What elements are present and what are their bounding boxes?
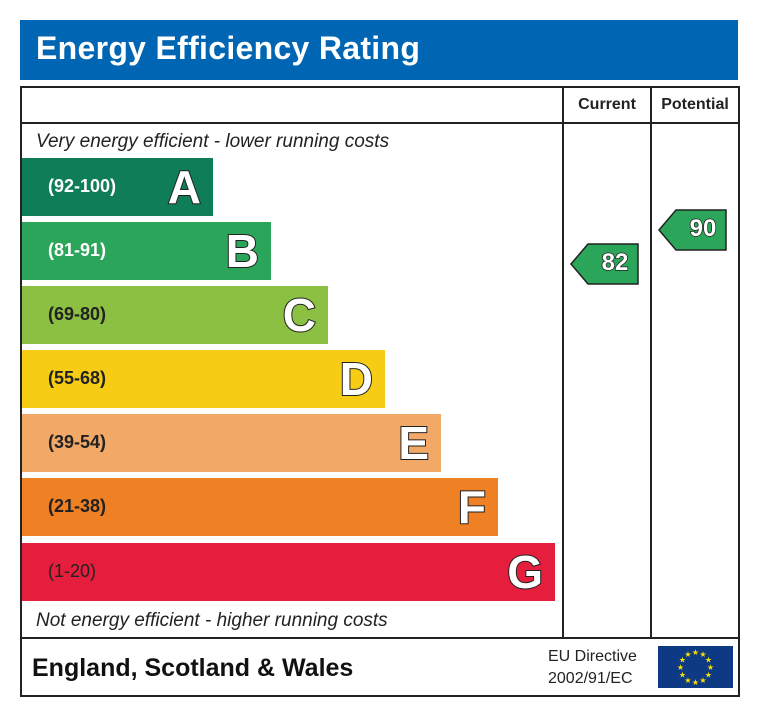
directive-label: EU Directive: [548, 648, 637, 665]
column-divider: [650, 88, 652, 639]
band-letter: C: [282, 288, 317, 342]
header-divider: [22, 122, 738, 124]
band-letter: B: [225, 224, 260, 278]
star-icon: ★: [679, 656, 686, 665]
band-range: (39-54): [48, 432, 107, 452]
band-range: (81-91): [48, 240, 107, 260]
eu-flag-icon: ★ ★★★★★★★★★★★: [658, 646, 733, 688]
bottom-note: Not energy efficient - higher running co…: [36, 610, 388, 631]
star-icon: ★: [692, 648, 699, 657]
title-bar: Energy Efficiency Rating: [20, 20, 738, 80]
top-note: Very energy efficient - lower running co…: [36, 131, 390, 152]
band-range: (69-80): [48, 304, 107, 324]
band-bar-b: (81-91) B: [22, 222, 271, 280]
band-bar-e: (39-54) E: [22, 414, 441, 472]
chart-title: Energy Efficiency Rating: [36, 30, 421, 66]
star-icon: ★: [705, 656, 712, 665]
star-icon: ★: [707, 663, 714, 672]
rating-table: Current Potential Very energy efficient …: [20, 86, 740, 697]
band-bar-c: (69-80) C: [22, 286, 328, 344]
column-header-potential: Potential: [661, 96, 729, 113]
star-icon: ★: [679, 671, 686, 680]
band-letter: F: [457, 480, 487, 534]
column-divider: [562, 88, 564, 639]
band-bar-f: (21-38) F: [22, 478, 498, 536]
band-letter: A: [167, 160, 202, 214]
star-icon: ★: [692, 678, 699, 687]
star-icon: ★: [677, 663, 684, 672]
region-label: England, Scotland & Wales: [32, 654, 354, 682]
star-icon: ★: [699, 650, 706, 659]
current-rating-value: 82: [601, 248, 629, 277]
band-letter: G: [506, 545, 544, 599]
band-bar-a: (92-100) A: [22, 158, 213, 216]
band-range: (1-20): [48, 561, 97, 581]
band-bar-g: (1-20) G: [22, 543, 555, 601]
band-bar-d: (55-68) D: [22, 350, 385, 408]
band-range: (55-68): [48, 368, 107, 388]
current-rating-arrow: 82: [570, 243, 640, 285]
footer-divider: [22, 637, 738, 639]
band-letter: D: [339, 352, 374, 406]
star-icon: ★: [684, 650, 691, 659]
band-range: (21-38): [48, 496, 107, 516]
potential-rating-arrow: 90: [658, 209, 728, 251]
band-range: (92-100): [48, 176, 117, 196]
star-icon: ★: [705, 671, 712, 680]
column-header-current: Current: [578, 96, 636, 113]
potential-rating-value: 90: [689, 214, 717, 243]
directive-number: 2002/91/EC: [548, 670, 633, 687]
star-icon: ★: [699, 676, 706, 685]
star-icon: ★: [684, 676, 691, 685]
band-letter: E: [397, 416, 430, 470]
